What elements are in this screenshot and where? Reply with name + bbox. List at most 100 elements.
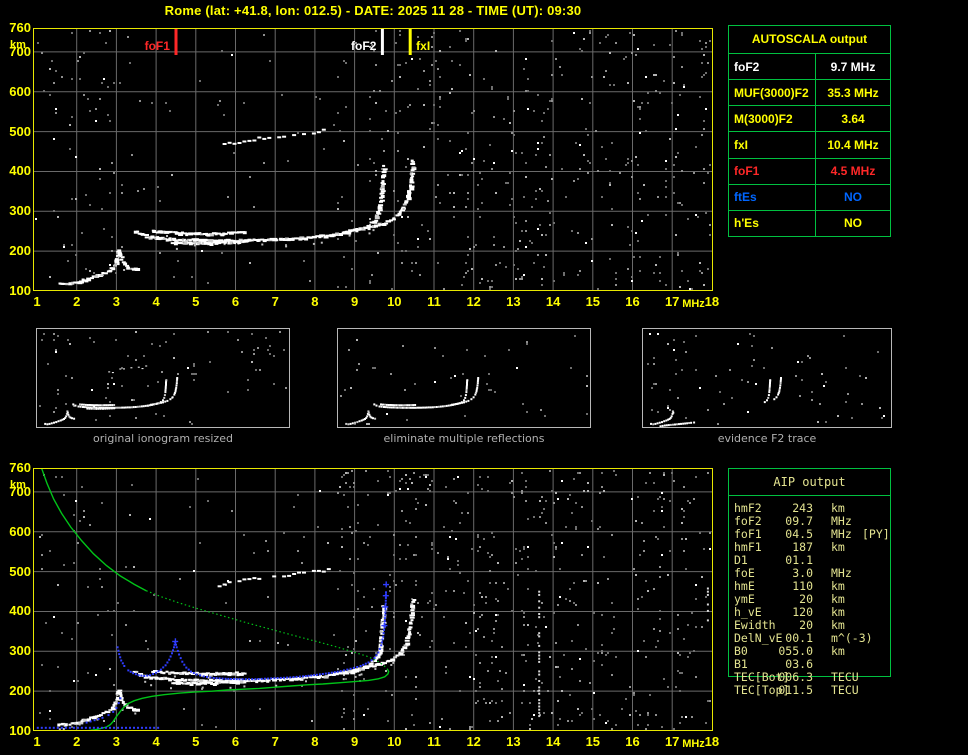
parameter-name: M(3000)F2 — [729, 106, 816, 132]
aip-row-hmf1: hmF1 187 km — [729, 541, 890, 554]
thumbnail-caption: evidence F2 trace — [717, 432, 817, 445]
x-axis-tick: 5 — [192, 734, 200, 749]
autoscala-row-fof1: foF1 4.5 MHz — [729, 158, 890, 185]
aip-row-d1: D1 01.1 — [729, 554, 890, 567]
aip-output-panel: AIP output hmF2 243 km foF2 09.7 MHz foF1 04.5 M… — [728, 468, 891, 697]
x-axis-unit-label: MHz — [682, 738, 705, 750]
parameter-value: 03.6 — [785, 657, 813, 671]
parameter-name: MUF(3000)F2 — [729, 80, 816, 106]
y-axis-unit-label: km — [10, 479, 26, 491]
x-axis-tick: 6 — [231, 734, 240, 749]
x-axis-tick: 3 — [112, 294, 120, 309]
y-axis-tick: 760 — [9, 460, 31, 475]
x-axis-tick: 15 — [585, 294, 601, 309]
parameter-value: 04.5 — [785, 527, 813, 541]
parameter-value: 01.1 — [785, 553, 813, 567]
x-axis-tick: 2 — [73, 294, 81, 309]
parameter-unit: km — [831, 644, 845, 658]
x-axis-tick: 8 — [311, 294, 319, 309]
parameter-value: 00.1 — [785, 631, 813, 645]
ionogram-top-plot: foF1 foF2 fxI — [33, 28, 713, 291]
y-axis-tick: 700 — [9, 43, 31, 59]
parameter-name: DelN_vE — [734, 631, 783, 645]
parameter-value: 4.5 MHz — [830, 164, 876, 179]
parameter-unit: m^(-3) — [831, 631, 873, 645]
parameter-unit: km — [831, 605, 845, 619]
x-axis-tick: 7 — [271, 734, 279, 749]
x-axis-tick: 8 — [311, 734, 319, 749]
parameter-name: h_vE — [734, 605, 762, 619]
y-axis-tick: 400 — [9, 603, 31, 619]
parameter-name: foF2 — [729, 54, 816, 80]
parameter-name: h'Es — [729, 210, 816, 236]
autoscala-row-m3000f2: M(3000)F2 3.64 — [729, 106, 890, 133]
x-axis-tick: 5 — [192, 294, 200, 309]
aip-row-tectop: TEC[Top] 011.5 TECU — [729, 684, 890, 697]
autoscala-output-table: AUTOSCALA output foF2 9.7 MHz MUF(3000)F2 3… — [728, 25, 891, 237]
aip-row-tecbot: TEC[Bot] 006.3 TECU — [729, 671, 890, 684]
parameter-name: foF1 — [734, 527, 762, 541]
parameter-value: 35.3 MHz — [827, 85, 879, 100]
x-axis-tick: 18 — [704, 734, 720, 749]
parameter-value: 187 — [792, 540, 813, 554]
aip-header-divider — [729, 495, 890, 496]
y-axis-tick: 700 — [9, 483, 31, 499]
parameter-unit: MHz — [831, 566, 852, 580]
y-axis-tick: 760 — [9, 20, 31, 35]
parameter-name: D1 — [734, 553, 748, 567]
parameter-name: TEC[Bot] — [734, 670, 790, 684]
parameter-unit: km — [831, 618, 845, 632]
aip-row-fof2: foF2 09.7 MHz — [729, 515, 890, 528]
autoscala-table-header: AUTOSCALA output — [729, 26, 890, 54]
thumbnail-original-svg — [39, 331, 287, 426]
x-axis-tick: 12 — [466, 734, 481, 749]
y-axis-tick: 400 — [9, 163, 31, 179]
x-axis-tick: 7 — [271, 294, 279, 309]
aip-row-b0: B0 055.0 km — [729, 645, 890, 658]
parameter-value: 3.0 — [792, 566, 813, 580]
x-axis-tick: 13 — [506, 294, 521, 309]
x-axis-tick: 4 — [152, 294, 160, 309]
autoscala-row-hes: h'Es NO — [729, 210, 890, 236]
parameter-name: hmF1 — [734, 540, 762, 554]
aip-row-b1: B1 03.6 — [729, 658, 890, 671]
parameter-name: B0 — [734, 644, 748, 658]
thumbnail-caption: original ionogram resized — [93, 432, 233, 445]
parameter-name: ymE — [734, 592, 755, 606]
y-axis-tick: 300 — [9, 643, 31, 659]
thumbnail-evidence-f2 — [642, 328, 892, 428]
parameter-unit: MHz — [831, 527, 852, 541]
parameter-value: 09.7 — [785, 514, 813, 528]
x-axis-tick: 14 — [545, 734, 561, 749]
parameter-value: NO — [844, 190, 862, 205]
autoscala-row-fxi: fxI 10.4 MHz — [729, 132, 890, 159]
parameter-value: 006.3 — [778, 670, 813, 684]
parameter-unit: TECU — [831, 683, 859, 697]
x-axis-tick: 9 — [350, 294, 359, 309]
parameter-name: foF1 — [729, 158, 816, 184]
y-axis-unit-label: km — [10, 39, 26, 51]
page-title: Rome (lat: +41.8, lon: 012.5) - DATE: 20… — [164, 3, 582, 18]
autoscala-row-muf3000f2: MUF(3000)F2 35.3 MHz — [729, 80, 890, 107]
x-axis-tick: 1 — [33, 734, 41, 749]
thumbnail-evidence-svg — [647, 333, 885, 428]
parameter-value: 20 — [799, 592, 813, 606]
parameter-unit: TECU — [831, 670, 859, 684]
y-axis-tick: 200 — [9, 243, 31, 259]
parameter-value: 120 — [792, 605, 813, 619]
x-axis-tick: 3 — [112, 734, 120, 749]
y-axis-tick: 500 — [9, 563, 31, 579]
x-axis-tick: 16 — [625, 294, 640, 309]
parameter-name: hmF2 — [734, 501, 762, 515]
parameter-value: 243 — [792, 501, 813, 515]
marker-label-foF1: foF1 — [145, 39, 171, 53]
parameter-unit: km — [831, 579, 845, 593]
aip-row-hmf2: hmF2 243 km — [729, 502, 890, 515]
parameter-unit: km — [831, 540, 845, 554]
x-axis-tick: 13 — [506, 734, 521, 749]
parameter-value: 011.5 — [778, 683, 813, 697]
parameter-value: NO — [844, 216, 862, 231]
parameter-name: hmE — [734, 579, 755, 593]
parameter-unit: km — [831, 592, 845, 606]
x-axis-tick: 16 — [625, 734, 640, 749]
